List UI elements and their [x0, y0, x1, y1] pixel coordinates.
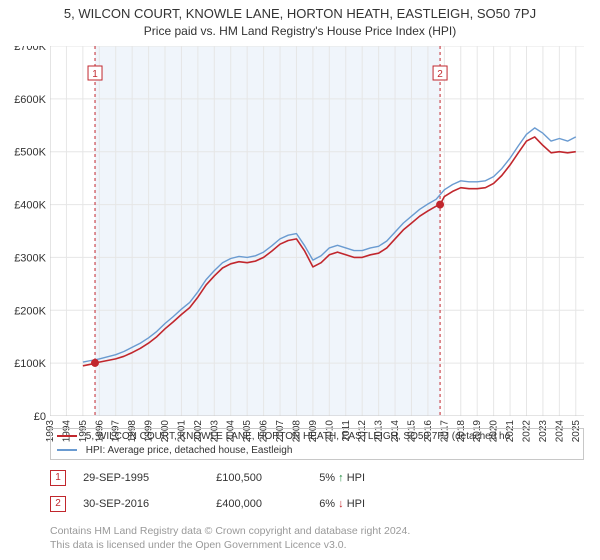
marker-pct-1: 5% [319, 472, 335, 484]
chart-title: 5, WILCON COURT, KNOWLE LANE, HORTON HEA… [0, 0, 600, 21]
svg-text:£200K: £200K [14, 305, 46, 317]
plot-area: 12 [50, 46, 584, 416]
marker-price-1: £100,500 [216, 472, 316, 484]
svg-text:£400K: £400K [14, 200, 46, 212]
credits: Contains HM Land Registry data © Crown c… [50, 524, 584, 552]
svg-text:£600K: £600K [14, 94, 46, 106]
svg-text:2: 2 [437, 69, 443, 80]
svg-text:£500K: £500K [14, 147, 46, 159]
credits-line2: This data is licensed under the Open Gov… [50, 538, 584, 552]
marker-row-2: 2 30-SEP-2016 £400,000 6% ↓ HPI [50, 496, 584, 512]
marker-price-2: £400,000 [216, 498, 316, 510]
marker-arrow-down-icon: ↓ [338, 498, 344, 510]
y-axis-labels: £0£100K£200K£300K£400K£500K£600K£700K [0, 46, 50, 466]
marker-row-1: 1 29-SEP-1995 £100,500 5% ↑ HPI [50, 470, 584, 486]
marker-badge-1: 1 [50, 470, 66, 486]
svg-text:£700K: £700K [14, 46, 46, 53]
marker-arrow-up-icon: ↑ [338, 472, 344, 484]
legend-label-price: 5, WILCON COURT, KNOWLE LANE, HORTON HEA… [86, 431, 510, 442]
chart-container: 5, WILCON COURT, KNOWLE LANE, HORTON HEA… [0, 0, 600, 560]
legend-label-hpi: HPI: Average price, detached house, East… [86, 445, 293, 456]
legend: 5, WILCON COURT, KNOWLE LANE, HORTON HEA… [50, 428, 584, 460]
marker-pct-2: 6% [319, 498, 335, 510]
marker-suffix-2: HPI [347, 498, 365, 510]
svg-text:£100K: £100K [14, 358, 46, 370]
chart-svg: 12 [50, 46, 584, 416]
marker-date-2: 30-SEP-2016 [83, 498, 213, 510]
svg-text:1: 1 [92, 69, 98, 80]
legend-swatch-hpi [57, 449, 77, 451]
svg-text:£300K: £300K [14, 252, 46, 264]
marker-suffix-1: HPI [347, 472, 365, 484]
marker-badge-2: 2 [50, 496, 66, 512]
marker-date-1: 29-SEP-1995 [83, 472, 213, 484]
chart-subtitle: Price paid vs. HM Land Registry's House … [0, 21, 600, 38]
credits-line1: Contains HM Land Registry data © Crown c… [50, 524, 584, 538]
legend-swatch-price [57, 435, 77, 437]
